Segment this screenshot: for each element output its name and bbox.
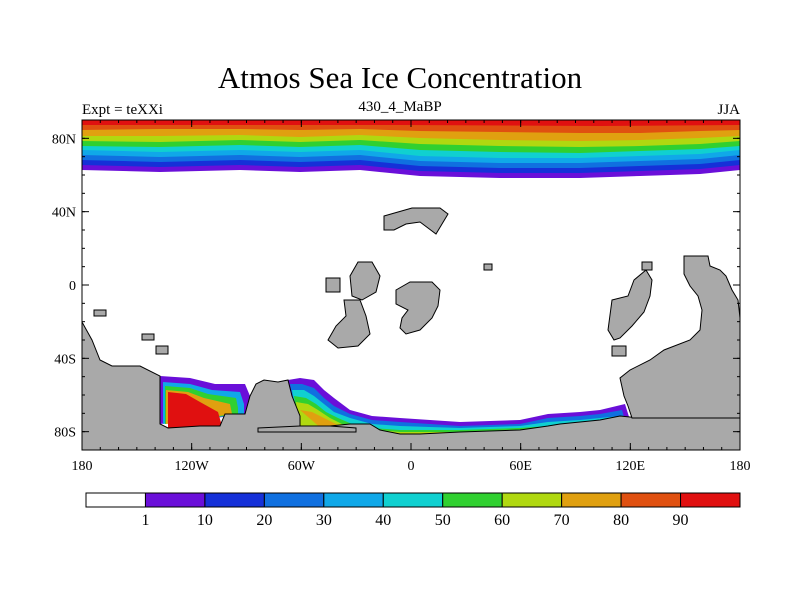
period-label: 430_4_MaBP xyxy=(358,99,442,115)
antarctica-land xyxy=(82,320,740,450)
x-tick-label: 180 xyxy=(730,459,751,474)
colorbar-box xyxy=(501,492,563,508)
colorbar-label: 90 xyxy=(673,512,689,529)
central-africa-land xyxy=(349,261,381,301)
x-axis: 180 120W 60W 0 60E 120E 180 xyxy=(72,120,751,474)
x-tick-label: 120E xyxy=(616,459,646,474)
pacific-island-1 xyxy=(141,333,155,341)
x-tick-label: 180 xyxy=(72,459,93,474)
europe-land xyxy=(383,207,449,235)
season-label: JJA xyxy=(717,102,740,118)
colorbar-box xyxy=(144,492,206,508)
weddell-ice-cyan xyxy=(292,390,624,438)
colorbar-label: 10 xyxy=(197,512,213,529)
x-tick-label: 120W xyxy=(175,459,210,474)
africa-land xyxy=(395,281,441,335)
colorbar-box xyxy=(680,492,741,508)
colorbar-label: 60 xyxy=(494,512,510,529)
colorbar-label: 30 xyxy=(316,512,332,529)
land-masses xyxy=(82,207,740,450)
colorbar-label: 40 xyxy=(375,512,391,529)
islands-east xyxy=(641,261,653,271)
x-tick-label: 60E xyxy=(509,459,532,474)
y-tick-label: 80S xyxy=(54,426,76,441)
colorbar-box xyxy=(263,492,325,508)
colorbar-label: 80 xyxy=(613,512,629,529)
colorbar-box xyxy=(561,492,622,508)
colorbar-label: 70 xyxy=(554,512,570,529)
west-small-island xyxy=(93,309,107,317)
y-axis: 80N 40N 0 40S 80S xyxy=(52,119,740,451)
australia-land xyxy=(619,255,740,419)
y-tick-label: 40S xyxy=(54,352,76,367)
colorbar-box xyxy=(382,492,444,508)
pacific-island-2 xyxy=(155,345,169,355)
y-tick-label: 40N xyxy=(52,206,76,221)
colorbar-box xyxy=(204,492,265,508)
x-tick-label: 0 xyxy=(408,459,415,474)
islands-small-east xyxy=(611,345,627,357)
experiment-label: Expt = teXXi xyxy=(82,102,163,118)
antarctic-peninsula-ridge xyxy=(257,425,357,433)
map-title: Atmos Sea Ice Concentration xyxy=(217,60,583,95)
arctic-sea-ice xyxy=(82,120,740,178)
southern-ice-red xyxy=(168,392,222,428)
colorbar-box xyxy=(323,492,384,508)
south-america-small xyxy=(327,299,371,349)
colorbar-box xyxy=(442,492,503,508)
colorbar: 1 10 20 30 40 50 60 70 80 90 xyxy=(85,492,741,529)
y-tick-label: 0 xyxy=(69,279,76,294)
map-plot-area xyxy=(82,120,740,450)
colorbar-box xyxy=(620,492,682,508)
west-islands xyxy=(325,277,341,293)
colorbar-label: 20 xyxy=(256,512,272,529)
x-tick-label: 60W xyxy=(288,459,316,474)
colorbar-label: 1 xyxy=(141,512,149,529)
colorbar-label: 50 xyxy=(435,512,451,529)
southeast-asia-land xyxy=(607,269,653,341)
arabia-island xyxy=(483,263,493,271)
colorbar-box xyxy=(85,492,146,508)
y-tick-label: 80N xyxy=(52,132,76,147)
